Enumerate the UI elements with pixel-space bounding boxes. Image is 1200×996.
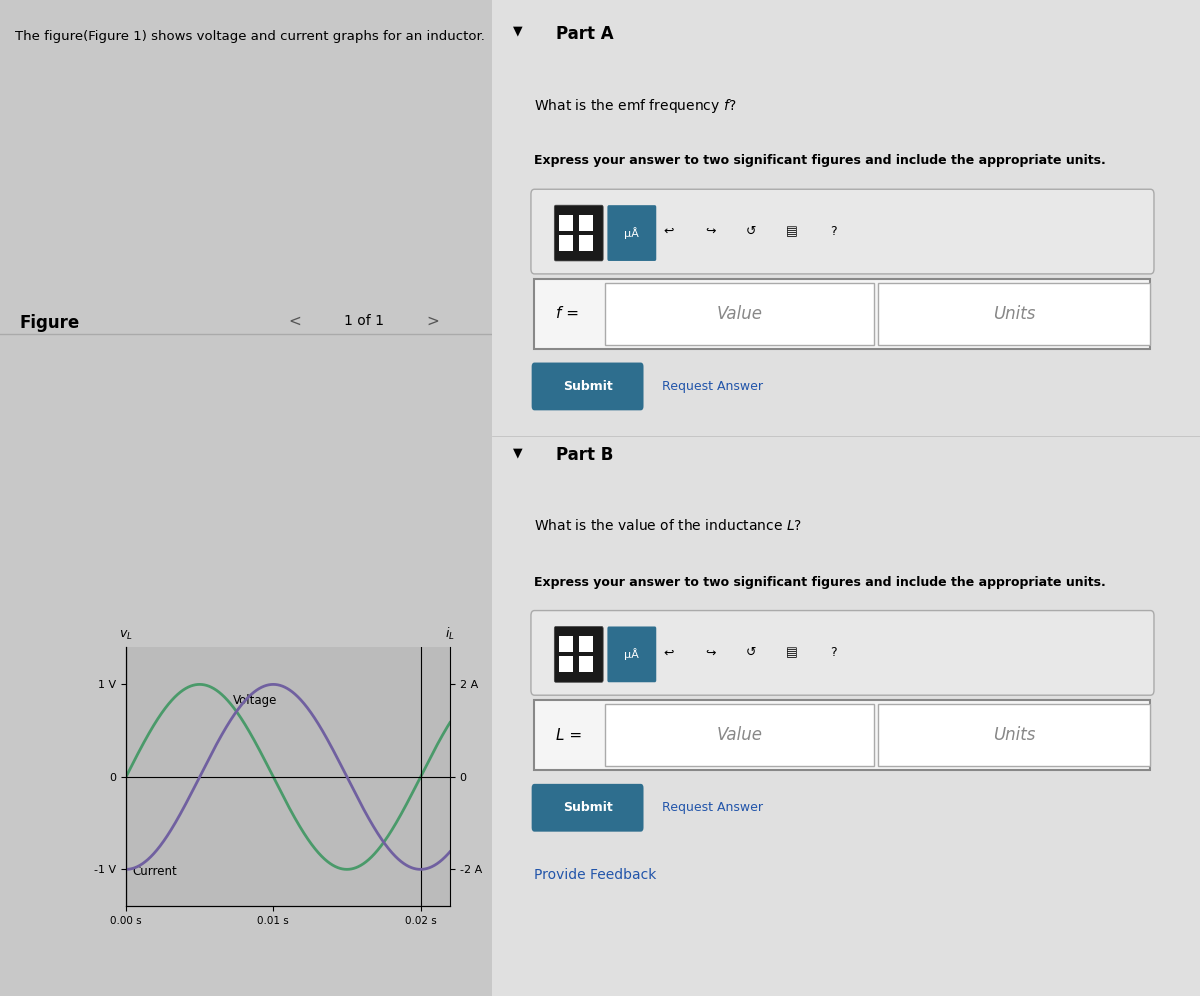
FancyBboxPatch shape [580, 215, 593, 231]
FancyBboxPatch shape [580, 636, 593, 652]
Text: Submit: Submit [563, 379, 612, 393]
Text: Request Answer: Request Answer [662, 379, 763, 393]
Text: Figure: Figure [19, 314, 80, 332]
Text: f =: f = [556, 306, 578, 322]
Text: Value: Value [716, 726, 763, 744]
FancyBboxPatch shape [580, 656, 593, 672]
FancyBboxPatch shape [559, 656, 574, 672]
Text: μÅ: μÅ [624, 227, 638, 239]
FancyBboxPatch shape [534, 279, 1151, 349]
Text: Current: Current [132, 866, 178, 878]
FancyBboxPatch shape [607, 205, 656, 261]
Text: ↺: ↺ [746, 646, 756, 659]
FancyBboxPatch shape [532, 784, 643, 832]
FancyBboxPatch shape [559, 235, 574, 251]
Text: ▼: ▼ [514, 446, 523, 459]
Text: Value: Value [716, 305, 763, 323]
Text: L =: L = [556, 727, 582, 743]
FancyBboxPatch shape [554, 205, 604, 261]
Text: $i_L$: $i_L$ [445, 626, 455, 642]
Text: ↺: ↺ [746, 225, 756, 238]
FancyBboxPatch shape [878, 283, 1151, 345]
Text: ?: ? [830, 646, 836, 659]
Text: Submit: Submit [563, 801, 612, 815]
Text: Provide Feedback: Provide Feedback [534, 868, 656, 881]
Text: $v_L$: $v_L$ [119, 629, 133, 642]
FancyBboxPatch shape [530, 611, 1154, 695]
Text: ↩: ↩ [664, 225, 674, 238]
FancyBboxPatch shape [607, 626, 656, 682]
FancyBboxPatch shape [530, 189, 1154, 274]
FancyBboxPatch shape [559, 636, 574, 652]
FancyBboxPatch shape [534, 700, 1151, 770]
Text: <: < [289, 314, 301, 329]
Text: Request Answer: Request Answer [662, 801, 763, 815]
FancyBboxPatch shape [532, 363, 643, 410]
Text: μÅ: μÅ [624, 648, 638, 660]
Text: ↩: ↩ [664, 646, 674, 659]
Text: >: > [426, 314, 439, 329]
FancyBboxPatch shape [878, 704, 1151, 766]
Text: 1 of 1: 1 of 1 [344, 314, 384, 328]
FancyBboxPatch shape [605, 283, 875, 345]
Text: ▼: ▼ [514, 25, 523, 38]
Text: Units: Units [992, 305, 1036, 323]
Text: Voltage: Voltage [233, 694, 277, 707]
Text: Units: Units [992, 726, 1036, 744]
Text: ↪: ↪ [704, 225, 715, 238]
Text: ▤: ▤ [786, 225, 798, 238]
FancyBboxPatch shape [605, 704, 875, 766]
Text: Part A: Part A [556, 25, 613, 43]
Text: ?: ? [830, 225, 836, 238]
Text: Express your answer to two significant figures and include the appropriate units: Express your answer to two significant f… [534, 576, 1106, 589]
Text: ▤: ▤ [786, 646, 798, 659]
FancyBboxPatch shape [559, 215, 574, 231]
Text: What is the value of the inductance $L$?: What is the value of the inductance $L$? [534, 518, 803, 533]
Text: Part B: Part B [556, 446, 613, 464]
Text: What is the emf frequency $f$?: What is the emf frequency $f$? [534, 97, 737, 115]
Text: Express your answer to two significant figures and include the appropriate units: Express your answer to two significant f… [534, 154, 1106, 167]
FancyBboxPatch shape [554, 626, 604, 682]
FancyBboxPatch shape [580, 235, 593, 251]
Text: The figure(Figure 1) shows voltage and current graphs for an inductor.: The figure(Figure 1) shows voltage and c… [14, 30, 485, 43]
Text: ↪: ↪ [704, 646, 715, 659]
